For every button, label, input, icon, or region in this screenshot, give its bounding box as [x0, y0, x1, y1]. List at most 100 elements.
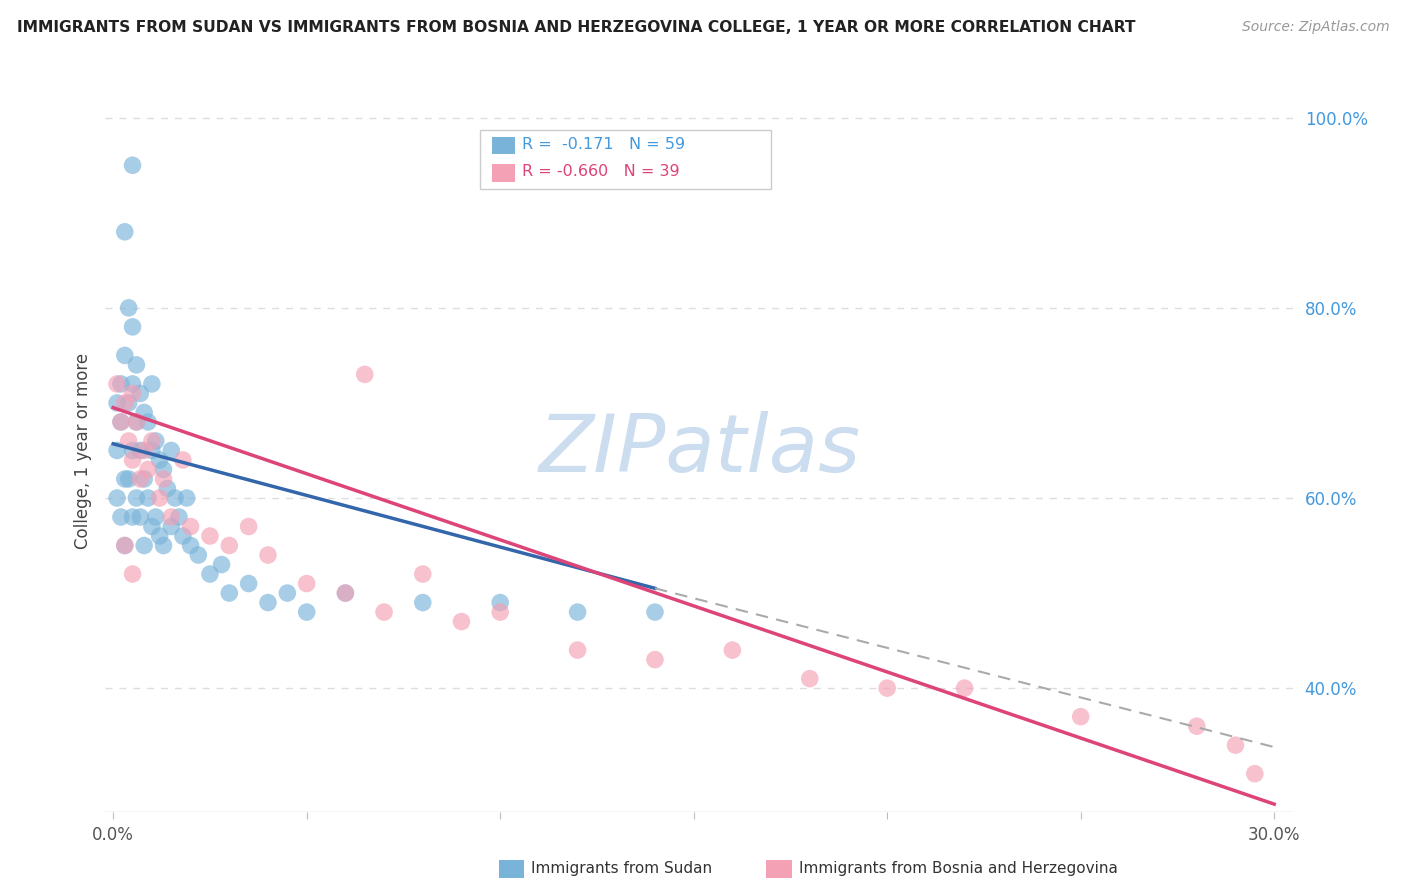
Point [644, 605, 666, 619]
Point [136, 491, 159, 505]
Point [489, 596, 512, 610]
Point [125, 415, 148, 429]
Point [114, 472, 136, 486]
Point [489, 605, 512, 619]
Point [1243, 766, 1265, 780]
Text: Source: ZipAtlas.com: Source: ZipAtlas.com [1241, 20, 1389, 34]
Point [118, 434, 141, 448]
Point [156, 482, 179, 496]
Point [125, 491, 148, 505]
Point [121, 158, 143, 172]
Point [176, 491, 198, 505]
Point [121, 453, 143, 467]
Point [211, 558, 233, 572]
FancyBboxPatch shape [479, 129, 770, 189]
Point [134, 539, 156, 553]
Point [1185, 719, 1208, 733]
Point [152, 539, 174, 553]
FancyBboxPatch shape [492, 164, 516, 182]
Point [125, 358, 148, 372]
Point [180, 519, 202, 533]
Point [110, 415, 132, 429]
Point [121, 376, 143, 391]
Point [149, 453, 172, 467]
Point [118, 396, 141, 410]
Point [567, 643, 589, 657]
Point [121, 443, 143, 458]
Point [141, 376, 163, 391]
Point [238, 576, 260, 591]
Point [257, 548, 280, 562]
Point [187, 548, 209, 562]
Point [114, 225, 136, 239]
Point [125, 415, 148, 429]
Point [134, 472, 156, 486]
Y-axis label: College, 1 year or more: College, 1 year or more [73, 352, 91, 549]
Point [412, 567, 434, 582]
Point [799, 672, 821, 686]
Point [149, 529, 172, 543]
Point [110, 510, 132, 524]
Point [114, 539, 136, 553]
Point [114, 539, 136, 553]
Point [149, 491, 172, 505]
Point [136, 415, 159, 429]
Point [141, 519, 163, 533]
Text: R = -0.660   N = 39: R = -0.660 N = 39 [523, 164, 681, 179]
Point [218, 539, 240, 553]
Point [118, 472, 141, 486]
Point [114, 396, 136, 410]
Point [141, 443, 163, 458]
Point [295, 576, 318, 591]
Point [198, 529, 221, 543]
Text: ZIPatlas: ZIPatlas [538, 411, 860, 490]
Point [567, 605, 589, 619]
Point [450, 615, 472, 629]
Point [145, 510, 167, 524]
Text: IMMIGRANTS FROM SUDAN VS IMMIGRANTS FROM BOSNIA AND HERZEGOVINA COLLEGE, 1 YEAR : IMMIGRANTS FROM SUDAN VS IMMIGRANTS FROM… [17, 20, 1136, 35]
Text: R =  -0.171   N = 59: R = -0.171 N = 59 [523, 136, 686, 152]
Point [257, 596, 280, 610]
Point [172, 529, 194, 543]
Point [105, 491, 128, 505]
Point [110, 376, 132, 391]
Point [335, 586, 357, 600]
Point [121, 567, 143, 582]
Point [180, 539, 202, 553]
Point [160, 519, 183, 533]
Point [136, 462, 159, 476]
Point [644, 652, 666, 666]
Point [118, 301, 141, 315]
Text: Immigrants from Sudan: Immigrants from Sudan [531, 862, 713, 876]
Point [114, 348, 136, 362]
Point [121, 510, 143, 524]
Point [953, 681, 976, 695]
Point [295, 605, 318, 619]
Point [876, 681, 898, 695]
Point [160, 443, 183, 458]
Point [160, 510, 183, 524]
Point [129, 472, 152, 486]
Point [412, 596, 434, 610]
Point [105, 443, 128, 458]
Point [172, 453, 194, 467]
Point [721, 643, 744, 657]
Point [110, 415, 132, 429]
Point [129, 510, 152, 524]
Point [353, 368, 375, 382]
Text: Immigrants from Bosnia and Herzegovina: Immigrants from Bosnia and Herzegovina [799, 862, 1118, 876]
Point [1070, 709, 1092, 723]
Point [152, 472, 174, 486]
Point [105, 396, 128, 410]
Point [198, 567, 221, 582]
Point [134, 405, 156, 419]
Point [129, 443, 152, 458]
Point [1225, 738, 1247, 752]
Point [121, 319, 143, 334]
Point [134, 443, 156, 458]
Point [152, 462, 174, 476]
Point [121, 386, 143, 401]
Point [145, 434, 167, 448]
Point [218, 586, 240, 600]
Point [165, 491, 187, 505]
